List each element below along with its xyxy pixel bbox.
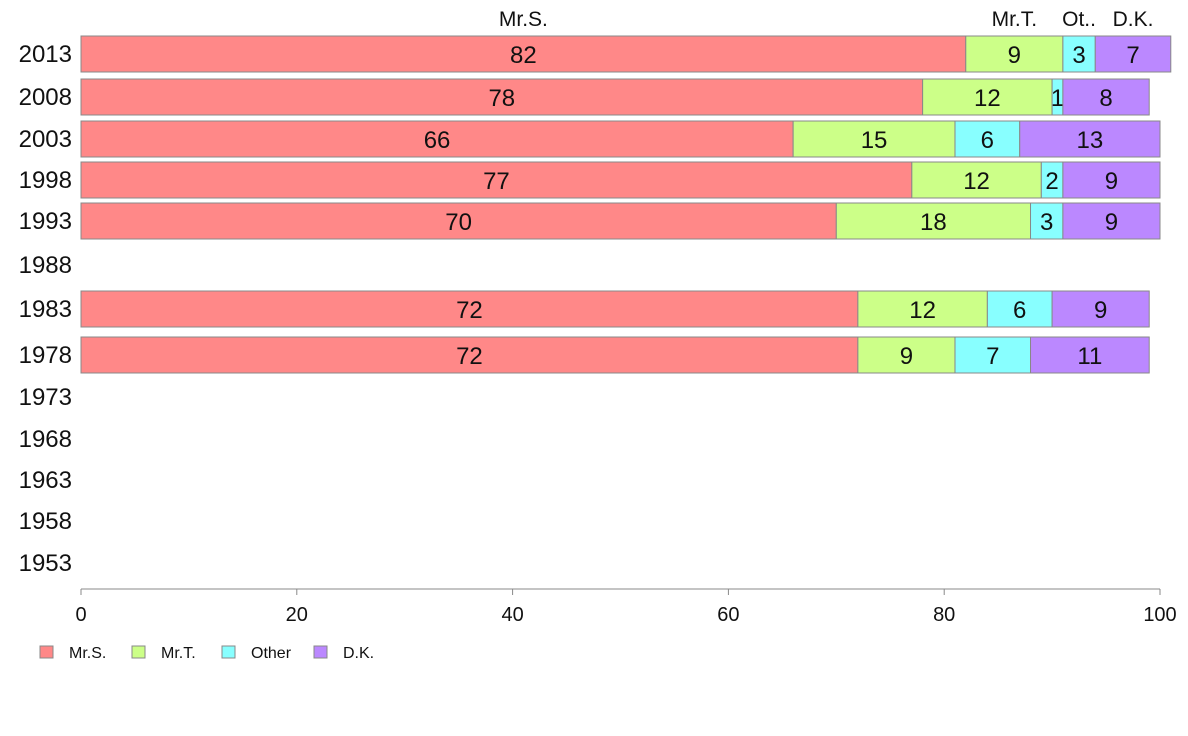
x-tick-label-60: 60 [717, 604, 739, 626]
data-label-1983-Mr.T.: 12 [909, 297, 936, 324]
data-label-2003-Other: 6 [981, 127, 994, 154]
bar-1978-Other [954, 336, 1032, 374]
bar-1993-Other [1030, 202, 1064, 240]
y-tick-label-2003: 2003 [19, 126, 72, 153]
data-label-2013-D.K.: 7 [1126, 42, 1139, 69]
y-tick-label-1983: 1983 [19, 296, 72, 323]
x-tick-label-80: 80 [933, 604, 955, 626]
y-tick-label-1993: 1993 [19, 208, 72, 235]
data-label-2013-Mr.T.: 9 [1008, 42, 1021, 69]
top-label-Mr.T.: Mr.T. [992, 8, 1038, 31]
legend-swatch-Mr.S. [39, 645, 54, 659]
y-tick-label-2013: 2013 [19, 41, 72, 68]
data-label-1998-D.K.: 9 [1105, 168, 1118, 195]
data-label-1993-D.K.: 9 [1105, 209, 1118, 236]
data-label-2008-Mr.T.: 12 [974, 85, 1001, 112]
y-axis-tick-labels: 2013 2008 2003 1998 1993 1988 1983 1978 1973 1968… [19, 41, 72, 577]
bar-2003-Mr.S. [80, 120, 794, 158]
y-tick-label-1953: 1953 [19, 550, 72, 577]
x-tick-label-0: 0 [75, 604, 86, 626]
data-label-2008-Mr.S.: 78 [488, 85, 515, 112]
top-label-Mr.S.: Mr.S. [499, 8, 548, 31]
legend-swatch-Other [221, 645, 236, 659]
y-tick-label-1978: 1978 [19, 342, 72, 369]
data-label-1983-Other: 6 [1013, 297, 1026, 324]
data-label-1983-D.K.: 9 [1094, 297, 1107, 324]
y-tick-label-1963: 1963 [19, 467, 72, 494]
bar-1993-Mr.T. [835, 202, 1032, 240]
data-label-2003-Mr.S.: 66 [424, 127, 451, 154]
bar-1983-Mr.S. [80, 290, 859, 328]
x-tick-label-20: 20 [286, 604, 308, 626]
data-label-2013-Mr.S.: 82 [510, 42, 537, 69]
data-label-1993-Other: 3 [1040, 209, 1053, 236]
data-label-1993-Mr.S.: 70 [445, 209, 472, 236]
data-label-1978-Mr.T.: 9 [900, 343, 913, 370]
top-label-D.K.: D.K. [1113, 8, 1154, 31]
data-label-1998-Mr.S.: 77 [483, 168, 510, 195]
legend-label-Other: Other [251, 645, 292, 662]
bar-1993-Mr.S. [80, 202, 837, 240]
data-label-1993-Mr.T.: 18 [920, 209, 947, 236]
bar-1978-Mr.S. [80, 336, 859, 374]
bar-1998-D.K. [1062, 161, 1161, 199]
legend-label-D.K.: D.K. [343, 645, 374, 662]
bar-2013-Mr.S. [80, 35, 967, 73]
bar-2008-Mr.T. [922, 78, 1053, 116]
bar-1978-Mr.T. [857, 336, 956, 374]
legend: Mr.S. Mr.T. Other D.K. [39, 645, 374, 662]
bar-2013-Mr.T. [965, 35, 1064, 73]
data-label-1978-D.K.: 11 [1077, 343, 1102, 370]
legend-label-Mr.T.: Mr.T. [161, 645, 196, 662]
data-label-1978-Mr.S.: 72 [456, 343, 483, 370]
data-label-1998-Mr.T.: 12 [963, 168, 990, 195]
legend-swatch-D.K. [313, 645, 328, 659]
x-axis: 0 20 40 60 80 100 [75, 588, 1177, 626]
bar-2008-D.K. [1062, 78, 1150, 116]
data-label-1983-Mr.S.: 72 [456, 297, 483, 324]
bar-2008-Mr.S. [80, 78, 924, 116]
bar-1978-D.K. [1030, 336, 1150, 374]
bar-2013-Other [1062, 35, 1096, 73]
bar-2003-Other [954, 120, 1021, 158]
bar-1993-D.K. [1062, 202, 1161, 240]
data-label-2013-Other: 3 [1072, 42, 1085, 69]
data-label-2003-D.K.: 13 [1077, 127, 1104, 154]
y-tick-label-2008: 2008 [19, 84, 72, 111]
x-tick-label-100: 100 [1143, 604, 1176, 626]
x-tick-label-40: 40 [501, 604, 523, 626]
data-label-2003-Mr.T.: 15 [861, 127, 888, 154]
data-label-2008-Other: 1 [1051, 85, 1064, 112]
bar-1998-Mr.S. [80, 161, 913, 199]
top-series-labels: Mr.S. Mr.T. Ot.. D.K. [499, 8, 1154, 31]
legend-label-Mr.S.: Mr.S. [69, 645, 106, 662]
y-tick-label-1998: 1998 [19, 167, 72, 194]
data-label-2008-D.K.: 8 [1099, 85, 1112, 112]
y-tick-label-1973: 1973 [19, 384, 72, 411]
bar-2003-Mr.T. [792, 120, 956, 158]
bar-1998-Mr.T. [911, 161, 1042, 199]
bar-2013-D.K. [1094, 35, 1172, 73]
legend-swatch-Mr.T. [131, 645, 146, 659]
y-tick-label-1958: 1958 [19, 508, 72, 535]
bar-1983-D.K. [1051, 290, 1150, 328]
y-tick-label-1968: 1968 [19, 426, 72, 453]
top-label-Other: Ot.. [1062, 8, 1096, 31]
bar-1983-Mr.T. [857, 290, 988, 328]
bar-2003-D.K. [1019, 120, 1161, 158]
data-label-1998-Other: 2 [1045, 168, 1058, 195]
data-label-1978-Other: 7 [986, 343, 999, 370]
y-tick-label-1988: 1988 [19, 252, 72, 279]
